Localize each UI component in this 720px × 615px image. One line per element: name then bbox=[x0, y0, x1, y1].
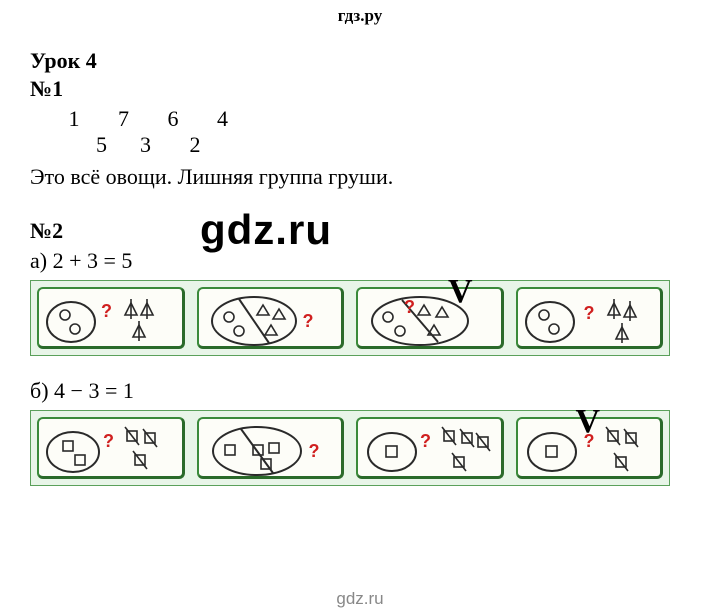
cell-b1: ? bbox=[37, 417, 185, 479]
diagram-b3 bbox=[358, 419, 508, 481]
diagram-b2 bbox=[199, 419, 349, 481]
qmark-icon: ? bbox=[584, 431, 595, 452]
watermark-top: гдз.ру bbox=[0, 6, 720, 26]
task2: №2 gdz.ru а) 2 + 3 = 5 bbox=[30, 218, 690, 486]
cell-a1: ? bbox=[37, 287, 185, 349]
qmark-icon: ? bbox=[420, 431, 431, 452]
diagram-b1 bbox=[39, 419, 189, 481]
content: Урок 4 №1 1 7 6 4 5 3 2 Это всё овощи. Л… bbox=[30, 48, 690, 486]
qmark-icon: ? bbox=[103, 431, 114, 452]
qmark-icon: ? bbox=[584, 303, 595, 324]
task2a-equation: а) 2 + 3 = 5 bbox=[30, 248, 690, 274]
cell-a4: ? bbox=[516, 287, 664, 349]
diagram-a3 bbox=[358, 289, 508, 351]
task2a-eq: 2 + 3 = 5 bbox=[53, 248, 133, 273]
task1-row1: 1 7 6 4 bbox=[30, 106, 690, 132]
watermark-big: gdz.ru bbox=[200, 206, 332, 254]
qmark-icon: ? bbox=[101, 301, 112, 322]
qmark-icon: ? bbox=[404, 297, 415, 318]
strip-a: ? ? V bbox=[30, 280, 670, 356]
task1-label: №1 bbox=[30, 76, 690, 102]
task2b-letter: б) bbox=[30, 378, 49, 403]
task2a-letter: а) bbox=[30, 248, 47, 273]
task2b-equation: б) 4 − 3 = 1 bbox=[30, 378, 690, 404]
strip-b: ? ? bbox=[30, 410, 670, 486]
qmark-icon: ? bbox=[303, 311, 314, 332]
watermark-bottom: gdz.ru bbox=[0, 589, 720, 609]
cell-b4: V ? bbox=[516, 417, 664, 479]
cell-b3: ? bbox=[356, 417, 504, 479]
task2-label: №2 bbox=[30, 218, 690, 244]
diagram-a1 bbox=[39, 289, 189, 351]
task1-row2: 5 3 2 bbox=[30, 132, 690, 158]
lesson-title: Урок 4 bbox=[30, 48, 690, 74]
cell-a3: V ? bbox=[356, 287, 504, 349]
cell-b2: ? bbox=[197, 417, 345, 479]
task2b-eq: 4 − 3 = 1 bbox=[54, 378, 134, 403]
task1-description: Это всё овощи. Лишняя группа груши. bbox=[30, 164, 690, 190]
qmark-icon: ? bbox=[309, 441, 320, 462]
cell-a2: ? bbox=[197, 287, 345, 349]
diagram-a2 bbox=[199, 289, 349, 351]
